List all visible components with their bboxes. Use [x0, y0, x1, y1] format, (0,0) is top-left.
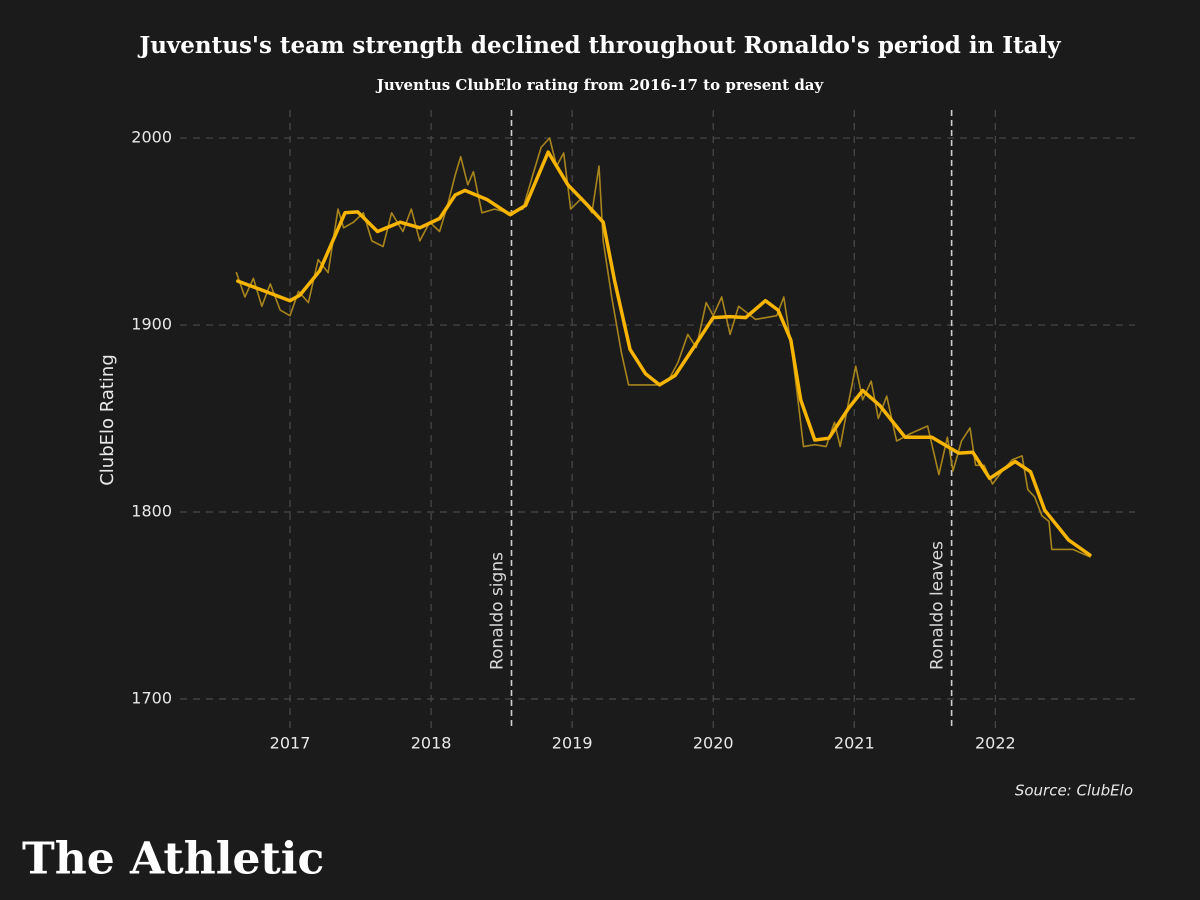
y-tick-label: 1700: [131, 689, 172, 708]
x-tick-label: 2018: [411, 734, 452, 753]
source: Source: ClubElo: [1015, 782, 1133, 800]
x-tick-label: 2020: [693, 734, 734, 753]
plot-area: 1700 1800 1900 2000 2017 2018 2019 2020 2021 2022…: [131, 110, 1135, 753]
chart-subtitle: Juventus ClubElo rating from 2016-17 to …: [375, 76, 825, 94]
x-tick-label: 2021: [834, 734, 875, 753]
brand-logo: The Athletic: [22, 834, 324, 885]
series-line: [235, 137, 1091, 558]
y-tick-label: 2000: [131, 128, 172, 147]
y-tick-label: 1900: [131, 315, 172, 334]
annotation-label: Ronaldo leaves: [928, 541, 948, 670]
chart-title: Juventus's team strength declined throug…: [137, 32, 1061, 59]
annotation-label: Ronaldo signs: [487, 552, 507, 670]
y-axis-label: ClubElo Rating: [97, 354, 118, 486]
x-tick-label: 2022: [975, 734, 1016, 753]
y-tick-label: 1800: [131, 502, 172, 521]
x-tick-label: 2019: [552, 734, 593, 753]
x-tick-label: 2017: [270, 734, 311, 753]
series-line: [236, 150, 1092, 557]
